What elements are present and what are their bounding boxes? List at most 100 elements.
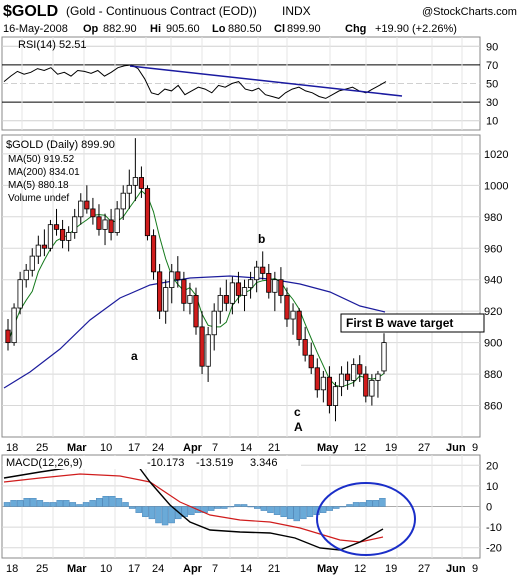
x-axis-macd: 18 25 Mar 10 17 24 Apr 7 14 21 May 12 19 27 Jun 9 xyxy=(6,563,478,575)
candle-body xyxy=(272,279,278,293)
macd-bar xyxy=(109,496,116,507)
candle-body xyxy=(199,326,205,367)
macd-tick: 20 xyxy=(486,460,498,472)
price-tick: 880 xyxy=(484,369,502,381)
x-tick-label: May xyxy=(317,563,339,575)
candle-body xyxy=(345,373,351,381)
wave-label-b: b xyxy=(258,232,265,246)
close-value: 899.90 xyxy=(287,23,321,35)
macd-bar xyxy=(359,502,366,507)
rsi-grid: 90 70 50 30 10 xyxy=(2,37,498,130)
x-tick-label: 21 xyxy=(268,563,280,575)
x-tick-label: 18 xyxy=(6,563,18,575)
x-tick-label: 17 xyxy=(128,563,140,575)
wave-label-A: A xyxy=(294,420,303,434)
candle-body xyxy=(260,266,266,274)
macd-bar xyxy=(339,506,347,508)
macd-bar xyxy=(267,506,274,513)
price-tick: 1000 xyxy=(484,180,508,192)
candle-body xyxy=(169,271,175,288)
macd-bar xyxy=(161,506,169,526)
rsi-tick: 70 xyxy=(486,60,498,72)
change-label: Chg xyxy=(345,23,366,35)
x-tick-label: 9 xyxy=(472,563,478,575)
x-tick-label: Mar xyxy=(67,563,87,575)
x-tick-label: 17 xyxy=(128,442,140,454)
candle-body xyxy=(181,279,187,304)
candle-body xyxy=(17,279,23,309)
macd-bar xyxy=(148,506,156,520)
macd-bar xyxy=(63,500,70,507)
price-tick: 900 xyxy=(484,338,502,350)
chart-exchange: INDX xyxy=(282,4,311,18)
candle-body xyxy=(102,219,108,230)
macd-bar xyxy=(214,506,221,509)
x-tick-label: 19 xyxy=(385,442,397,454)
x-tick-label: 10 xyxy=(100,563,112,575)
macd-value-2: -13.519 xyxy=(196,457,233,469)
macd-bar xyxy=(135,506,142,513)
candle-body xyxy=(84,200,90,210)
candle-body xyxy=(96,216,102,230)
candle-body xyxy=(66,232,72,241)
open-label: Op xyxy=(83,23,99,35)
ma50-legend: MA(50) 919.52 xyxy=(8,154,75,165)
x-tick-label: 24 xyxy=(152,563,164,575)
candle-body xyxy=(205,334,211,367)
macd-bar xyxy=(273,506,281,515)
macd-bar xyxy=(293,506,300,522)
macd-bar xyxy=(287,506,294,520)
candles xyxy=(5,138,387,422)
ma200-legend: MA(200) 834.01 xyxy=(8,167,80,178)
price-tick: 940 xyxy=(484,275,502,287)
rsi-tick: 30 xyxy=(486,97,498,109)
candle-body xyxy=(11,307,17,344)
x-tick-label: Mar xyxy=(67,442,87,454)
candle-body xyxy=(266,273,272,293)
macd-bar xyxy=(234,504,241,507)
candle-body xyxy=(23,269,29,281)
candle-body xyxy=(5,329,11,344)
candle-body xyxy=(132,177,138,186)
macd-bar xyxy=(254,506,261,509)
macd-bar xyxy=(221,506,228,509)
candle-body xyxy=(314,367,320,391)
candle-body xyxy=(229,282,235,304)
macd-value-3: 3.346 xyxy=(250,457,278,469)
candle-body xyxy=(375,373,381,381)
candle-body xyxy=(217,295,223,312)
candle-body xyxy=(320,376,326,391)
macd-bar xyxy=(102,496,109,507)
x-tick-label: 25 xyxy=(36,563,48,575)
rsi-panel: 90 70 50 30 10 RSI(14) 52.51 xyxy=(1,36,498,131)
macd-bar xyxy=(69,502,77,507)
quote-date: 16-May-2008 xyxy=(3,23,68,35)
x-tick-label: 27 xyxy=(418,442,430,454)
high-label: Hi xyxy=(150,23,161,35)
macd-signal-line xyxy=(3,473,384,543)
x-tick-label: Jun xyxy=(446,563,466,575)
candle-body xyxy=(59,228,66,241)
candle-body xyxy=(235,282,242,296)
x-tick-label: 14 xyxy=(240,442,252,454)
price-tick: 980 xyxy=(484,212,502,224)
price-label: $GOLD (Daily) 899.90 xyxy=(6,139,115,151)
rsi-label: RSI(14) 52.51 xyxy=(18,39,86,51)
ma5-legend: MA(5) 880.18 xyxy=(8,180,69,191)
candle-body xyxy=(211,310,217,336)
candle-body xyxy=(357,364,363,375)
macd-bar xyxy=(319,506,327,513)
macd-panel: 20 10 0 -10 -20 MACD(12,26,9) -10.173 -13.51… xyxy=(1,454,502,559)
macd-bar xyxy=(372,500,380,507)
price-tick: 1020 xyxy=(484,149,508,161)
x-tick-label: 12 xyxy=(354,563,366,575)
macd-bar xyxy=(306,506,314,518)
macd-bar xyxy=(82,502,90,507)
macd-bar xyxy=(96,498,103,507)
macd-bar xyxy=(10,500,17,507)
x-tick-label: Apr xyxy=(183,563,203,575)
macd-bar xyxy=(23,498,30,507)
candle-body xyxy=(157,271,163,312)
candle-body xyxy=(284,295,290,320)
macd-bar xyxy=(142,506,149,518)
